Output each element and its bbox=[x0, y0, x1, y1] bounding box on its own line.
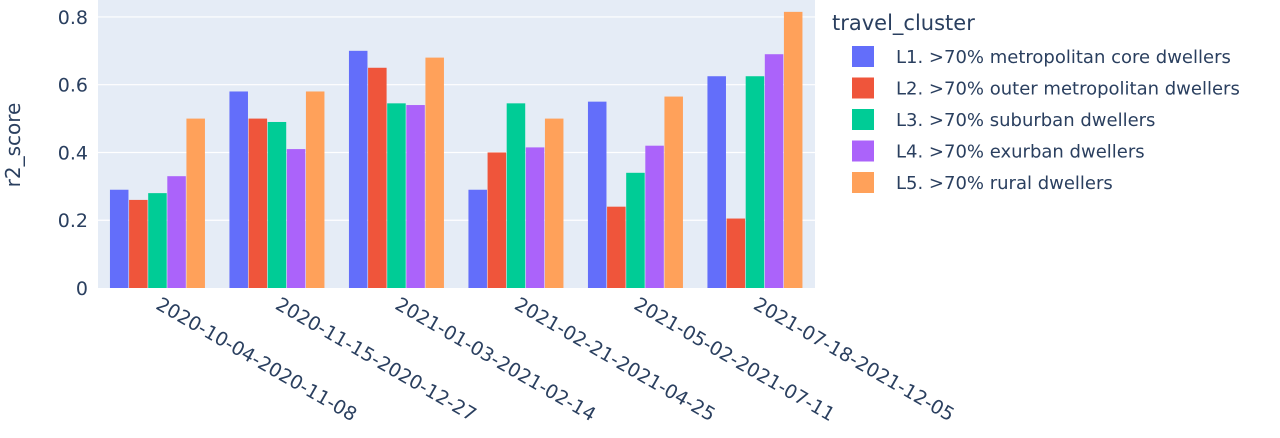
x-axis: 2020-10-04-2020-11-082020-11-15-2020-12-… bbox=[152, 293, 958, 426]
bar[interactable] bbox=[229, 91, 248, 288]
bar[interactable] bbox=[129, 199, 148, 288]
legend-swatch bbox=[852, 140, 874, 162]
bar[interactable] bbox=[607, 206, 626, 288]
x-tick-label: 2021-01-03-2021-02-14 bbox=[391, 293, 599, 426]
bar[interactable] bbox=[726, 218, 746, 288]
bar[interactable] bbox=[109, 189, 129, 288]
legend-swatch bbox=[852, 46, 874, 67]
bar[interactable] bbox=[487, 152, 507, 288]
x-tick-label: 2020-10-04-2020-11-08 bbox=[152, 293, 360, 426]
plot-area bbox=[98, 0, 815, 289]
bar[interactable] bbox=[368, 67, 387, 288]
bar[interactable] bbox=[425, 57, 444, 288]
legend-swatch bbox=[852, 109, 874, 130]
y-tick-label: 0.4 bbox=[58, 142, 88, 164]
bar[interactable] bbox=[186, 118, 205, 289]
bar[interactable] bbox=[783, 11, 803, 288]
x-tick-label: 2021-05-02-2021-07-11 bbox=[630, 293, 838, 426]
bar[interactable] bbox=[348, 50, 368, 288]
bar[interactable] bbox=[468, 189, 487, 288]
legend-swatch bbox=[852, 77, 874, 99]
legend-label: L1. >70% metropolitan core dwellers bbox=[896, 47, 1231, 68]
bar[interactable] bbox=[707, 76, 726, 288]
y-tick-label: 0.2 bbox=[58, 210, 88, 232]
y-tick-label: 0 bbox=[76, 278, 88, 300]
legend-label: L4. >70% exurban dwellers bbox=[896, 142, 1145, 163]
bar[interactable] bbox=[148, 193, 167, 288]
bar[interactable] bbox=[645, 145, 664, 288]
bar[interactable] bbox=[544, 118, 564, 289]
x-tick-label: 2020-11-15-2020-12-27 bbox=[272, 293, 480, 426]
legend-swatch bbox=[852, 172, 874, 193]
bar[interactable] bbox=[305, 91, 325, 288]
bar[interactable] bbox=[664, 96, 683, 289]
bar[interactable] bbox=[267, 121, 287, 288]
y-tick-label: 0.8 bbox=[58, 7, 88, 29]
bar[interactable] bbox=[406, 105, 425, 288]
legend-title: travel_cluster bbox=[832, 11, 975, 36]
plot-background bbox=[98, 0, 815, 288]
bar[interactable] bbox=[387, 103, 406, 288]
bar[interactable] bbox=[506, 103, 526, 288]
legend[interactable]: travel_cluster L1. >70% metropolitan cor… bbox=[832, 11, 1240, 194]
bar[interactable] bbox=[167, 176, 186, 288]
y-axis: 0 0.2 0.4 0.6 0.8 bbox=[58, 7, 88, 300]
bar[interactable] bbox=[626, 172, 645, 288]
bar[interactable] bbox=[764, 54, 784, 289]
bar[interactable] bbox=[525, 147, 545, 288]
x-tick-label: 2021-07-18-2021-12-05 bbox=[750, 293, 958, 426]
bar[interactable] bbox=[745, 76, 765, 288]
bar[interactable] bbox=[248, 118, 268, 289]
legend-label: L3. >70% suburban dwellers bbox=[896, 110, 1155, 131]
x-tick-label: 2021-02-21-2021-04-25 bbox=[511, 293, 719, 426]
legend-label: L2. >70% outer metropolitan dwellers bbox=[896, 79, 1240, 100]
y-axis-title: r2_score bbox=[1, 103, 25, 188]
bar[interactable] bbox=[286, 149, 306, 288]
bar[interactable] bbox=[587, 101, 607, 288]
legend-label: L5. >70% rural dwellers bbox=[896, 173, 1113, 194]
y-tick-label: 0.6 bbox=[58, 75, 88, 97]
